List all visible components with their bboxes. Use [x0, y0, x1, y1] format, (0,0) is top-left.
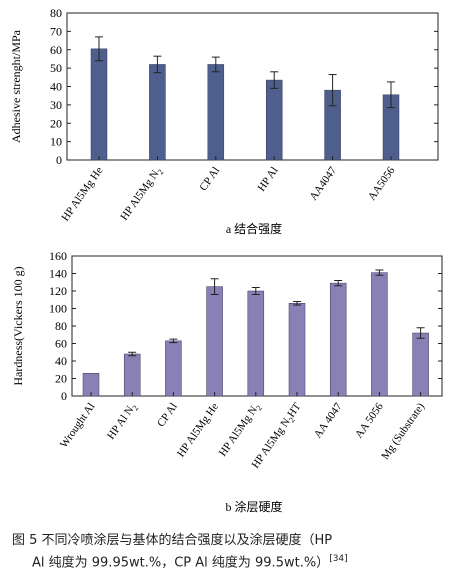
- x-tick-label-0: HP Al5Mg He: [59, 165, 105, 224]
- x-tick-label-3: HP Al5Mg He: [175, 401, 221, 460]
- subcaption-b: b 涂层硬度: [225, 499, 282, 514]
- subcaption-a: a 结合强度: [226, 221, 282, 236]
- y-tick-label-1: 20: [55, 372, 67, 386]
- y-tick-label-1: 10: [50, 135, 62, 149]
- bar-3: [206, 286, 223, 397]
- y-tick-label-0: 0: [56, 153, 62, 167]
- x-tick-label-7: AA 5056: [353, 400, 386, 440]
- x-tick-label-part: HP Al N: [105, 404, 136, 442]
- bar-1: [123, 353, 141, 397]
- bar-8: [412, 332, 429, 397]
- y-tick-label-4: 40: [50, 80, 62, 94]
- bar-4: [247, 290, 265, 397]
- bar-0: [90, 48, 108, 161]
- x-tick-label-4: AA4047: [307, 164, 339, 202]
- bar-7: [371, 272, 388, 397]
- y-tick-label-2: 20: [50, 116, 62, 130]
- y-tick-label-5: 50: [50, 61, 62, 75]
- bar-5: [288, 303, 306, 397]
- bar-2: [207, 64, 225, 161]
- figure-caption-line1: 图 5 不同冷喷涂层与基体的结合强度以及涂层硬度（HP: [12, 533, 333, 548]
- y-tick-label-2: 40: [55, 354, 67, 368]
- x-tick-label-0: Wrought Al: [58, 401, 98, 450]
- x-tick-label-part: HP Al5Mg N: [217, 404, 260, 459]
- bar-6: [329, 282, 347, 397]
- y-tick-label-6: 120: [49, 284, 67, 298]
- x-tick-label-2: CP Al: [155, 401, 180, 429]
- x-tick-label-subscript: 2: [287, 416, 297, 424]
- bar-2: [165, 340, 182, 397]
- y-tick-label-8: 160: [49, 249, 67, 263]
- y-tick-label-5: 100: [49, 302, 67, 316]
- y-tick-label-7: 70: [50, 24, 62, 38]
- x-tick-label-5: AA5056: [366, 164, 398, 202]
- figure-caption-line2: Al 纯度为 99.95wt.%，CP Al 纯度为 99.5wt.%）[34]: [12, 550, 462, 572]
- x-tick-label-subscript: 2: [254, 404, 264, 412]
- figure-caption: 图 5 不同冷喷涂层与基体的结合强度以及涂层硬度（HP Al 纯度为 99.95…: [12, 531, 462, 572]
- x-tick-label-1: HP Al N2: [105, 401, 140, 443]
- x-tick-label-subscript: 2: [131, 404, 141, 412]
- y-axis-label: Hardness(Vickers 100 g): [11, 266, 25, 385]
- figure-caption-line2-text: Al 纯度为 99.95wt.%，CP Al 纯度为 99.5wt.%）: [32, 555, 330, 571]
- y-tick-label-3: 30: [50, 98, 62, 112]
- x-tick-label-6: AA 4047: [312, 400, 345, 440]
- y-tick-label-0: 0: [61, 389, 67, 403]
- x-tick-label-3: HP Al: [255, 165, 280, 194]
- bar-3: [265, 79, 283, 161]
- x-tick-label-subscript: 2: [156, 168, 166, 176]
- x-tick-label-1: HP Al5Mg N2: [118, 165, 165, 224]
- bar-1: [149, 64, 166, 161]
- x-tick-label-part: HP Al5Mg N: [118, 168, 161, 223]
- y-tick-label-6: 60: [50, 43, 62, 57]
- x-tick-label-4: HP Al5Mg N2: [217, 401, 264, 460]
- hardness-chart: 0 20 40 60 80 100 120 140 160 Hardness(Vickers 10…: [11, 249, 443, 471]
- y-tick-label-7: 140: [49, 267, 67, 281]
- plot-frame: [66, 12, 439, 161]
- x-tick-label-2: CP Al: [197, 165, 222, 193]
- adhesive-strength-chart: 0 10 20 30 40 50 60 70 80 Adhesive strenght/MPa HP…: [9, 6, 439, 224]
- y-tick-label-8: 80: [50, 6, 62, 20]
- y-tick-label-3: 60: [55, 337, 67, 351]
- x-tick-label-8: Mg (Substrate): [379, 401, 427, 462]
- y-tick-label-4: 80: [55, 319, 67, 333]
- x-tick-label-part: HP Al5Mg N: [249, 416, 292, 471]
- figure-caption-ref: [34]: [329, 554, 348, 564]
- y-axis-label: Adhesive strenght/MPa: [9, 29, 23, 143]
